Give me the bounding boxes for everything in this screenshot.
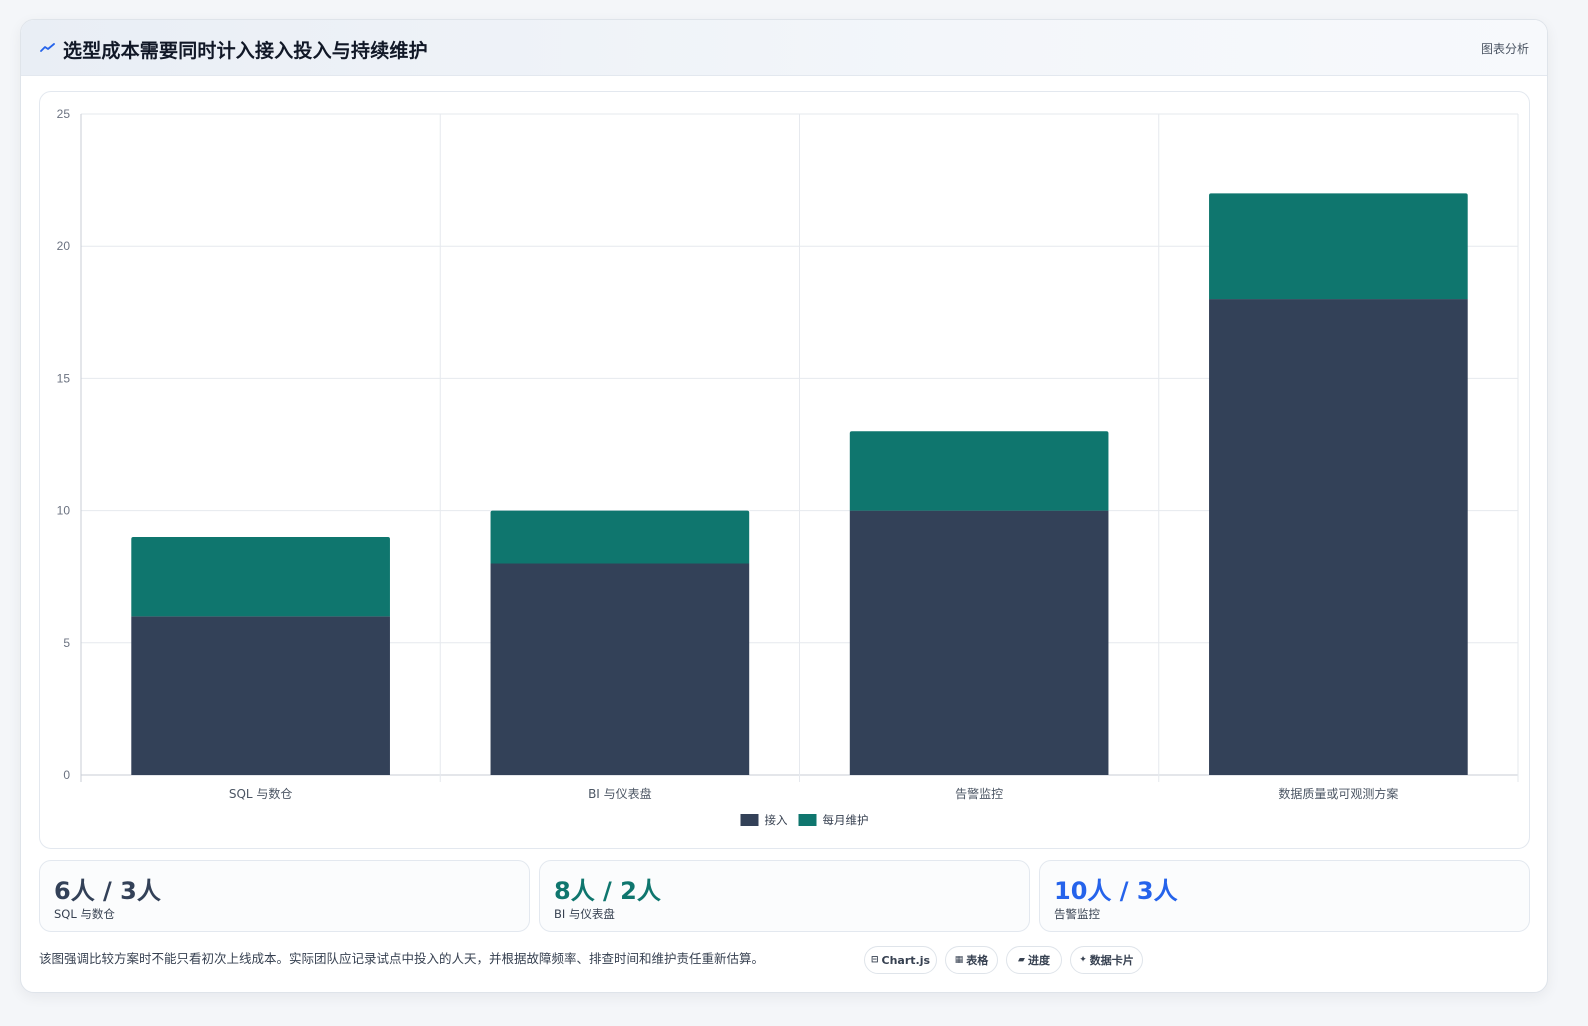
chip-label: 表格 — [966, 954, 989, 967]
bar-segment — [490, 510, 750, 564]
stat-value: 10人 / 3人 — [1054, 877, 1178, 905]
y-tick-label: 5 — [63, 636, 70, 650]
stat-value: 8人 / 2人 — [554, 877, 661, 905]
chip-label: 进度 — [1027, 954, 1050, 967]
legend-label: 接入 — [765, 813, 788, 827]
chart-icon: ⊟ — [870, 955, 879, 965]
bar-segment — [131, 537, 390, 617]
y-tick-label: 10 — [57, 504, 71, 518]
chip-table[interactable]: ▦ 表格 — [945, 946, 998, 974]
card-title: 选型成本需要同时计入接入投入与持续维护 — [63, 40, 428, 62]
chip-label: 数据卡片 — [1089, 954, 1134, 967]
bar-segment — [1209, 193, 1468, 300]
stat-card-bi: 8人 / 2人 BI 与仪表盘 — [539, 860, 1030, 932]
legend-label: 每月维护 — [823, 813, 869, 827]
x-category-label: SQL 与数仓 — [229, 786, 293, 801]
stacked-bar-chart: 0 5 10 15 20 25 SQL 与数仓 BI 与仪表盘 告警监控 数据质量或可观测方案接入… — [57, 107, 1519, 827]
stat-label: 告警监控 — [1054, 907, 1100, 921]
chart-container: 0 5 10 15 20 25 SQL 与数仓 BI 与仪表盘 告警监控 数据质量或可观测方案接入… — [39, 91, 1530, 849]
chip-chartjs[interactable]: ⊟ Chart.js — [864, 946, 937, 974]
progress-icon: ▰ — [1018, 955, 1025, 965]
bar-segment — [490, 563, 750, 775]
chip-label: Chart.js — [881, 953, 931, 967]
trend-line-icon — [40, 43, 55, 52]
table-icon: ▦ — [954, 955, 964, 965]
sparkle-icon: ✦ — [1079, 955, 1087, 965]
legend-swatch — [798, 814, 817, 826]
card-header: 选型成本需要同时计入接入投入与持续维护 图表分析 — [21, 20, 1547, 76]
bar-segment — [131, 616, 390, 775]
stat-card-alert: 10人 / 3人 告警监控 — [1039, 860, 1530, 932]
chart-card: 选型成本需要同时计入接入投入与持续维护 图表分析 0 5 10 15 20 25 SQL 与… — [20, 19, 1548, 993]
footnote: 该图强调比较方案时不能只看初次上线成本。实际团队应记录试点中投入的人天，并根据故… — [39, 951, 765, 966]
stat-label: BI 与仪表盘 — [554, 907, 615, 921]
chip-data-card[interactable]: ✦ 数据卡片 — [1070, 946, 1143, 974]
x-category-label: 数据质量或可观测方案 — [1278, 786, 1398, 801]
stat-card-sql: 6人 / 3人 SQL 与数仓 — [39, 860, 530, 932]
x-category-label: 告警监控 — [955, 786, 1003, 801]
x-category-label: BI 与仪表盘 — [588, 786, 652, 801]
bar-segment — [849, 510, 1109, 775]
y-tick-label: 25 — [57, 107, 71, 121]
y-tick-label: 0 — [63, 768, 70, 782]
chip-progress[interactable]: ▰ 进度 — [1006, 946, 1062, 974]
bar-segment — [1209, 299, 1468, 775]
stat-value: 6人 / 3人 — [54, 877, 161, 905]
stat-label: SQL 与数仓 — [54, 907, 115, 921]
y-tick-label: 20 — [57, 239, 71, 253]
bar-segment — [849, 431, 1109, 511]
chart-analysis-link[interactable]: 图表分析 — [1480, 42, 1529, 56]
legend-swatch — [740, 814, 759, 826]
y-tick-label: 15 — [57, 371, 71, 385]
